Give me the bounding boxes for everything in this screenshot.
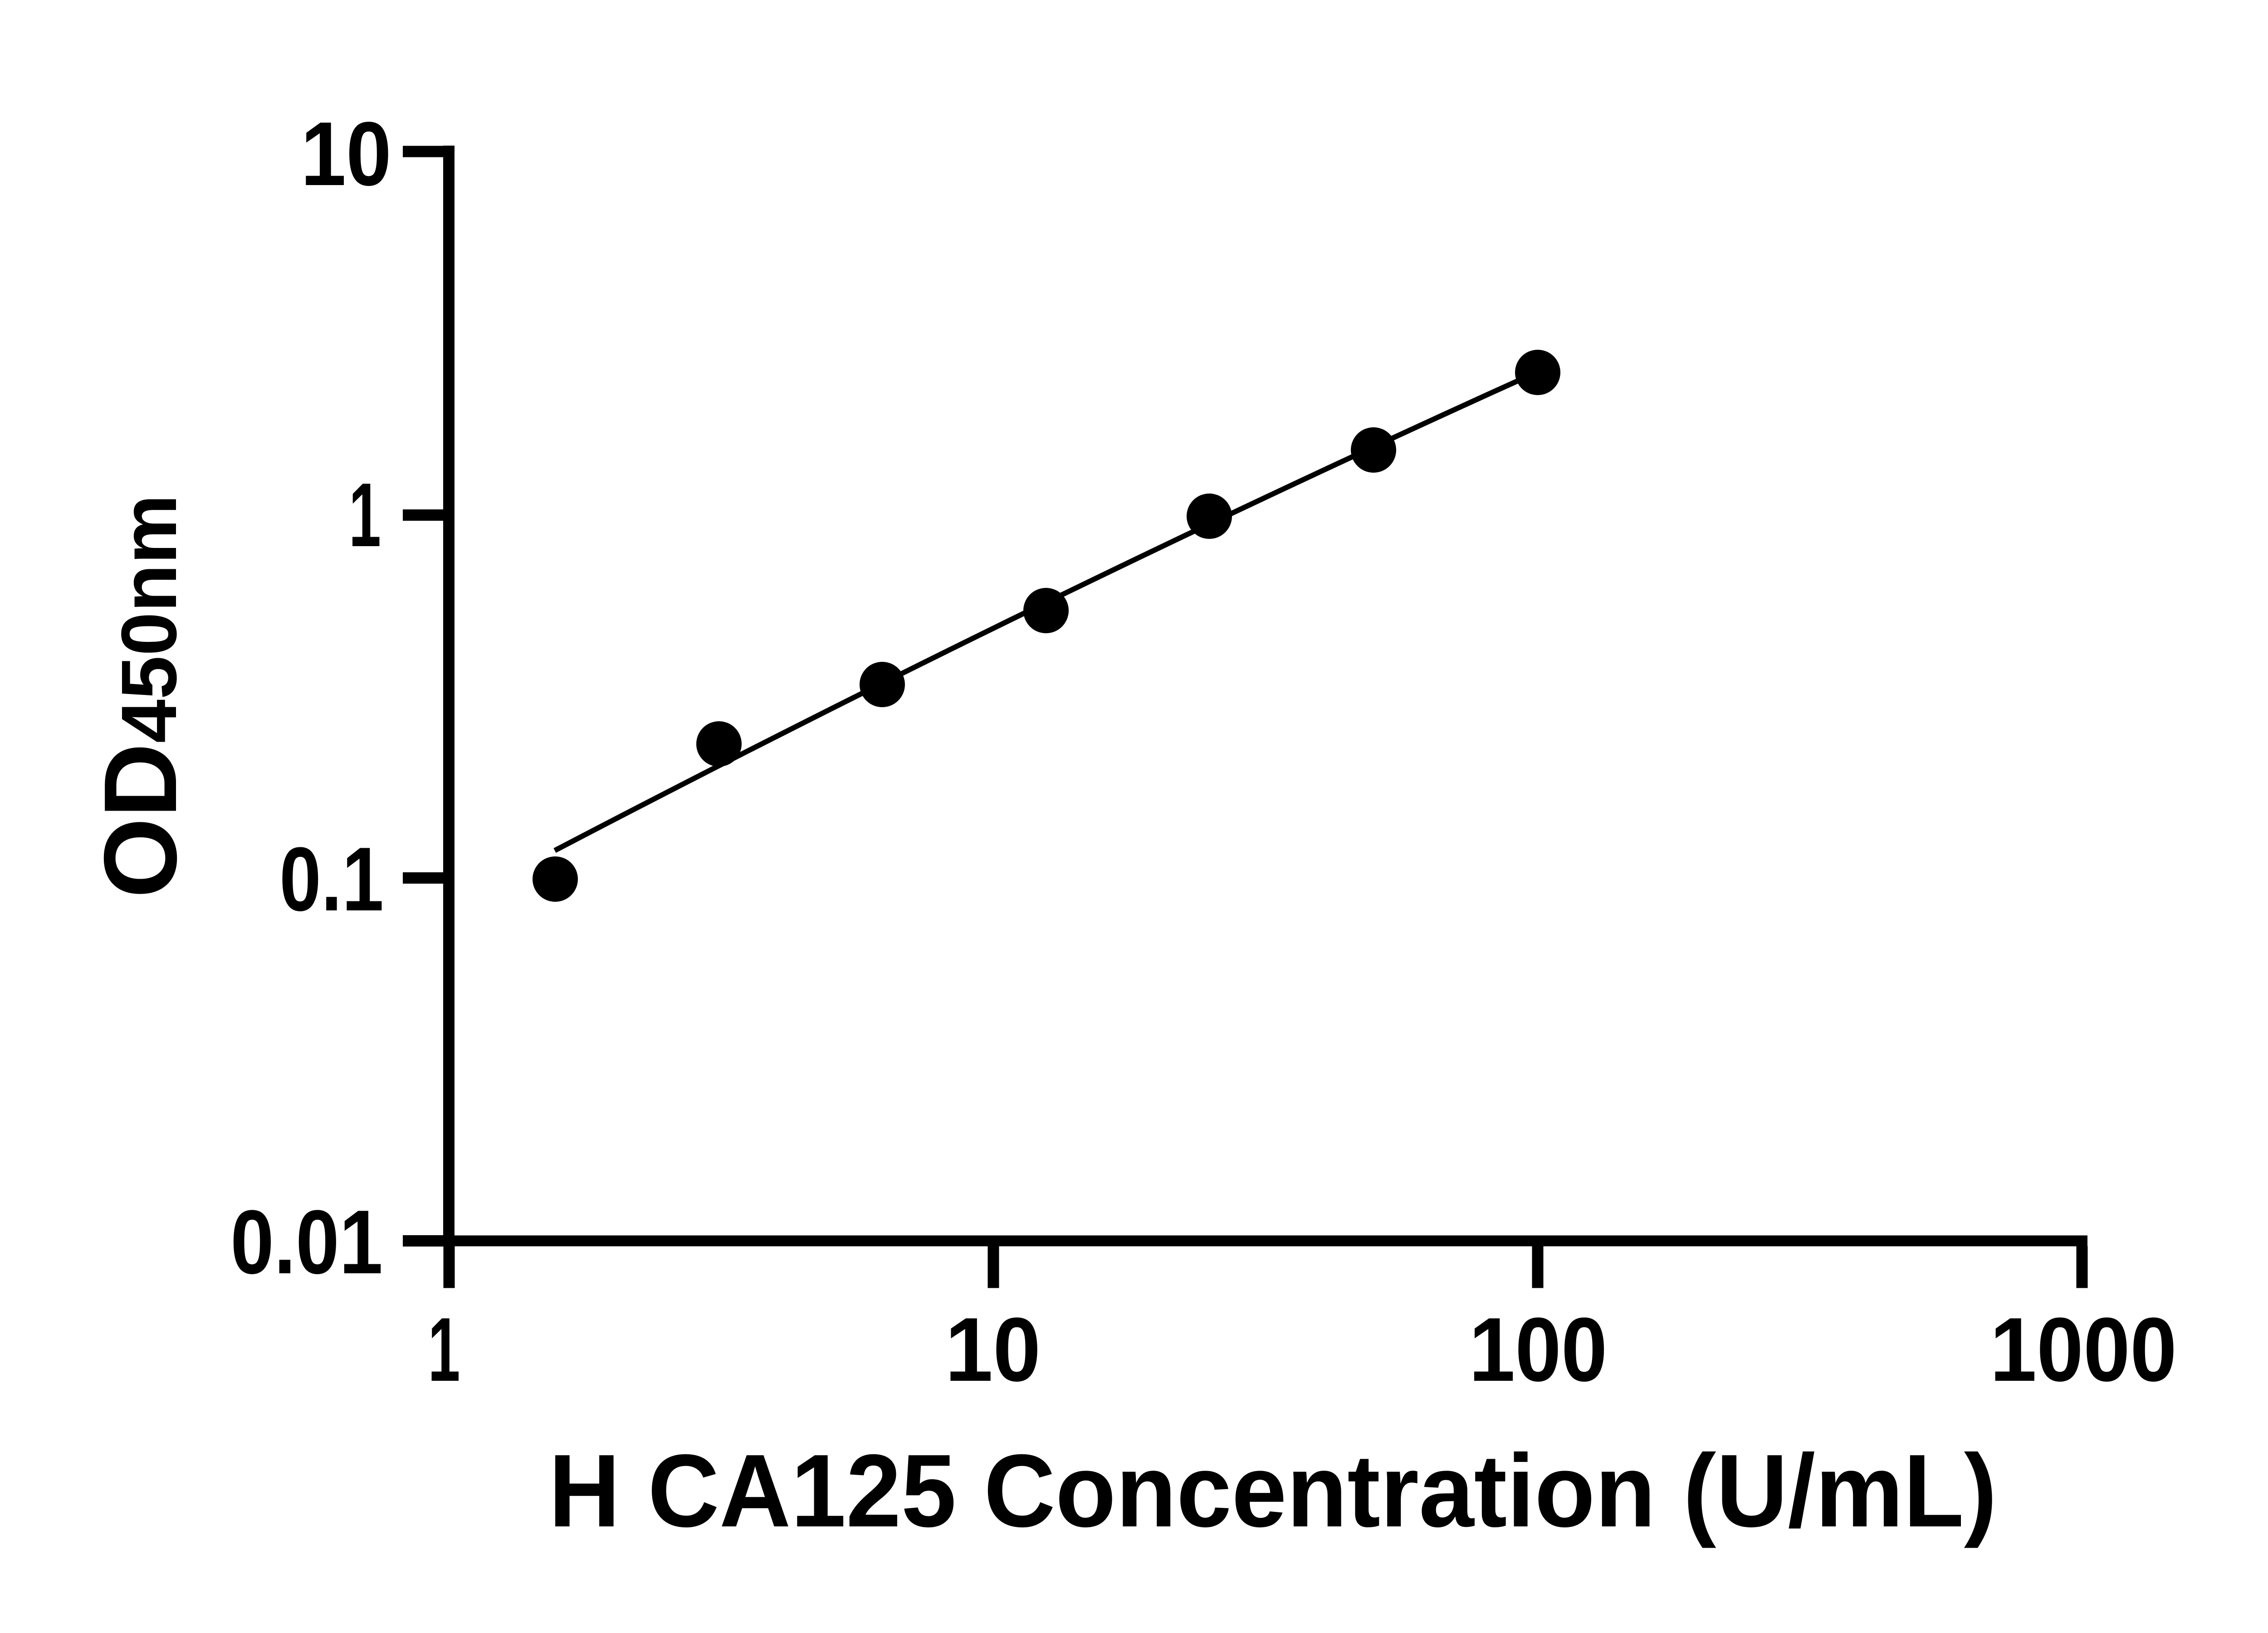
svg-text:100: 100 — [1469, 1299, 1608, 1400]
svg-text:0.01: 0.01 — [230, 1192, 383, 1293]
svg-text:10: 10 — [945, 1299, 1041, 1400]
svg-text:1: 1 — [349, 464, 381, 566]
svg-text:1000: 1000 — [1990, 1299, 2177, 1400]
svg-text:0.1: 0.1 — [279, 829, 384, 930]
svg-text:10: 10 — [301, 103, 391, 205]
svg-text:OD450nm: OD450nm — [83, 494, 198, 898]
svg-text:H CA125 Concentration (U/mL): H CA125 Concentration (U/mL) — [549, 1433, 1997, 1549]
svg-text:1: 1 — [428, 1299, 460, 1400]
